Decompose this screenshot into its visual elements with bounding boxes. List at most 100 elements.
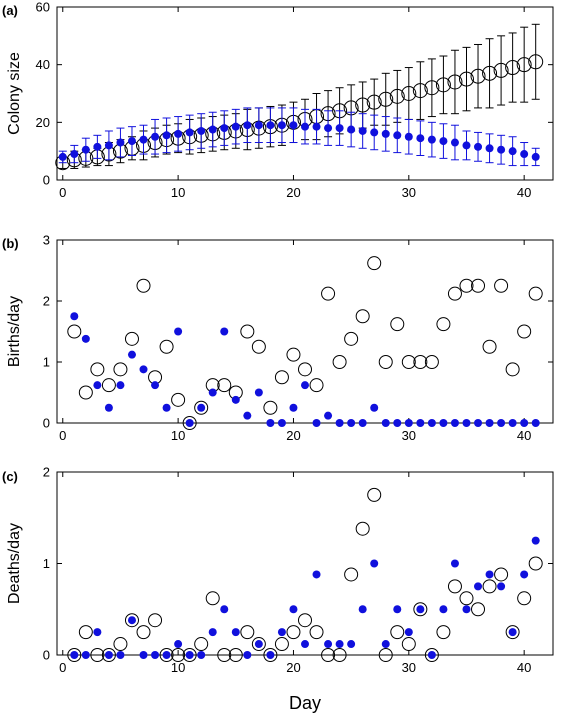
data-point-open xyxy=(401,355,416,369)
data-point-filled xyxy=(462,419,471,427)
panel-1: 0 10 20 30 40 0 1 2 3 Births/day (b) xyxy=(2,233,554,443)
x-tick-label: 30 xyxy=(402,428,416,443)
x-tick-label: 30 xyxy=(402,185,416,200)
data-point-filled xyxy=(266,651,275,659)
data-point-filled xyxy=(301,122,309,131)
data-point-filled xyxy=(404,132,413,141)
data-point-filled xyxy=(70,651,79,659)
series-0 xyxy=(55,23,544,171)
data-point-filled xyxy=(335,419,344,427)
data-point-filled xyxy=(220,124,229,133)
data-point-filled xyxy=(162,651,171,659)
data-point-open xyxy=(321,286,336,301)
data-point-open xyxy=(482,339,497,354)
data-point-filled xyxy=(312,419,321,427)
data-point-open xyxy=(459,278,474,293)
data-point-filled xyxy=(162,131,171,140)
data-point-filled xyxy=(381,640,390,649)
data-point-open xyxy=(413,355,428,369)
data-point-open xyxy=(436,317,451,332)
data-point-filled xyxy=(358,605,367,614)
data-point-filled xyxy=(474,142,483,151)
data-point-open xyxy=(113,362,128,377)
data-point-filled xyxy=(497,145,506,154)
data-point-open xyxy=(67,648,82,662)
data-point-open xyxy=(205,591,220,606)
data-point-filled xyxy=(93,628,102,637)
data-point-open xyxy=(505,362,520,377)
data-point-open xyxy=(482,579,497,594)
data-point-open xyxy=(390,625,405,640)
plot-frame xyxy=(56,471,554,656)
data-point-filled xyxy=(254,121,263,130)
data-point-filled xyxy=(404,419,413,427)
plot-frame xyxy=(56,6,554,181)
series-0 xyxy=(67,487,543,662)
x-tick-label: 10 xyxy=(171,428,185,443)
data-point-open xyxy=(286,625,301,640)
data-point-filled xyxy=(312,570,321,579)
data-point-filled xyxy=(185,651,194,659)
data-point-filled xyxy=(81,651,90,659)
data-point-filled xyxy=(254,640,263,649)
data-point-filled xyxy=(462,605,471,614)
x-tick-label: 0 xyxy=(59,185,66,200)
data-point-filled xyxy=(427,651,436,659)
data-point-open xyxy=(412,83,428,99)
series-0 xyxy=(67,256,543,430)
data-point-filled xyxy=(70,312,79,321)
data-point-open xyxy=(413,602,428,617)
data-point-open xyxy=(355,521,370,536)
data-point-open xyxy=(113,637,128,652)
data-point-open xyxy=(182,648,197,662)
data-point-open xyxy=(309,378,324,393)
data-point-open xyxy=(274,637,289,652)
data-point-filled xyxy=(81,145,90,154)
data-point-filled xyxy=(427,419,436,427)
data-point-open xyxy=(124,331,139,346)
data-point-open xyxy=(309,625,324,640)
data-point-open xyxy=(366,94,382,110)
data-point-filled xyxy=(220,327,229,336)
data-point-open xyxy=(159,648,174,662)
y-tick-label: 0 xyxy=(43,648,50,663)
panel-0: 0 10 20 30 40 0 20 40 60 Colony size (a) xyxy=(2,0,554,200)
data-point-filled xyxy=(70,150,79,159)
data-point-filled xyxy=(174,129,183,138)
data-point-open xyxy=(505,625,520,640)
data-point-filled xyxy=(450,419,459,427)
x-tick-label: 40 xyxy=(517,428,531,443)
data-point-open xyxy=(401,86,417,101)
data-point-open xyxy=(528,556,543,571)
data-point-open xyxy=(493,62,509,78)
data-point-open xyxy=(378,648,393,662)
data-point-open xyxy=(298,613,312,628)
x-tick-label: 20 xyxy=(286,185,300,200)
data-point-open xyxy=(228,648,243,662)
data-point-filled xyxy=(485,144,494,153)
data-point-filled xyxy=(151,132,160,141)
data-point-open xyxy=(194,400,209,415)
data-point-open xyxy=(240,324,255,339)
data-point-filled xyxy=(520,419,529,427)
x-tick-label: 40 xyxy=(517,185,531,200)
data-point-open xyxy=(528,54,544,70)
data-point-open xyxy=(355,309,370,324)
data-point-open xyxy=(424,648,439,662)
data-point-filled xyxy=(462,141,471,150)
data-point-filled xyxy=(139,651,148,659)
data-point-filled xyxy=(243,121,252,130)
data-point-filled xyxy=(324,411,333,420)
data-point-open xyxy=(447,74,463,90)
data-point-filled xyxy=(104,651,113,659)
data-point-filled xyxy=(231,395,240,404)
data-point-open xyxy=(389,88,405,104)
data-point-filled xyxy=(427,135,436,144)
data-point-open xyxy=(367,256,382,271)
data-point-open xyxy=(136,278,151,293)
data-point-filled xyxy=(358,419,367,427)
data-point-filled xyxy=(450,138,459,147)
data-point-filled xyxy=(231,122,240,131)
data-point-filled xyxy=(116,381,125,390)
data-point-open xyxy=(321,648,336,662)
